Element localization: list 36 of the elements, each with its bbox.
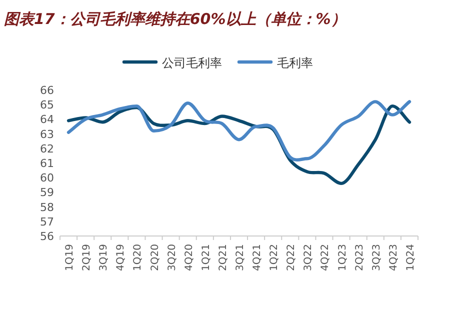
x-tick-label: 1Q22 — [269, 244, 280, 271]
y-tick-label: 59 — [40, 186, 54, 200]
x-tick-label: 3Q23 — [371, 244, 382, 271]
y-tick-label: 65 — [40, 98, 54, 112]
line-series — [66, 100, 412, 162]
x-tick-label: 4Q23 — [388, 244, 400, 271]
x-tick-label: 3Q20 — [166, 244, 178, 271]
x-tick-label: 2Q23 — [354, 244, 366, 271]
x-tick-label: 4Q20 — [184, 244, 195, 271]
y-tick-label: 64 — [40, 113, 54, 126]
x-tick-label: 2Q22 — [286, 244, 298, 271]
y-tick-label: 62 — [40, 142, 54, 156]
x-tick-label: 2Q20 — [150, 244, 161, 271]
x-tick-label: 4Q21 — [252, 244, 264, 271]
x-tick-label: 4Q22 — [320, 244, 332, 271]
x-tick-label: 2Q21 — [218, 244, 229, 271]
y-tick-label: 56 — [40, 230, 54, 243]
y-tick-label: 57 — [40, 215, 54, 228]
y-tick-label: 61 — [40, 157, 54, 170]
y-tick-label: 63 — [40, 128, 54, 141]
x-tick-label: 3Q21 — [235, 244, 246, 271]
x-tick-label: 3Q22 — [303, 244, 314, 271]
y-tick-label: 58 — [40, 200, 54, 214]
x-tick-label: 3Q19 — [98, 244, 110, 271]
title: 图表17：公司毛利率维持在60%以上（单位：%） — [4, 10, 346, 28]
x-tick-label: 4Q19 — [116, 244, 127, 271]
legend-label: 公司毛利率 — [162, 56, 222, 70]
x-tick-label: 1Q24 — [405, 244, 416, 271]
x-tick-label: 1Q21 — [200, 244, 212, 271]
x-tick-label: 2Q19 — [82, 244, 93, 271]
y-tick-label: 66 — [40, 84, 54, 97]
x-tick-label: 1Q20 — [132, 244, 144, 271]
x-tick-label: 1Q19 — [64, 244, 76, 271]
y-tick-label: 60 — [40, 172, 54, 185]
x-tick-label: 1Q23 — [337, 244, 348, 271]
legend-label: 毛利率 — [277, 56, 313, 70]
